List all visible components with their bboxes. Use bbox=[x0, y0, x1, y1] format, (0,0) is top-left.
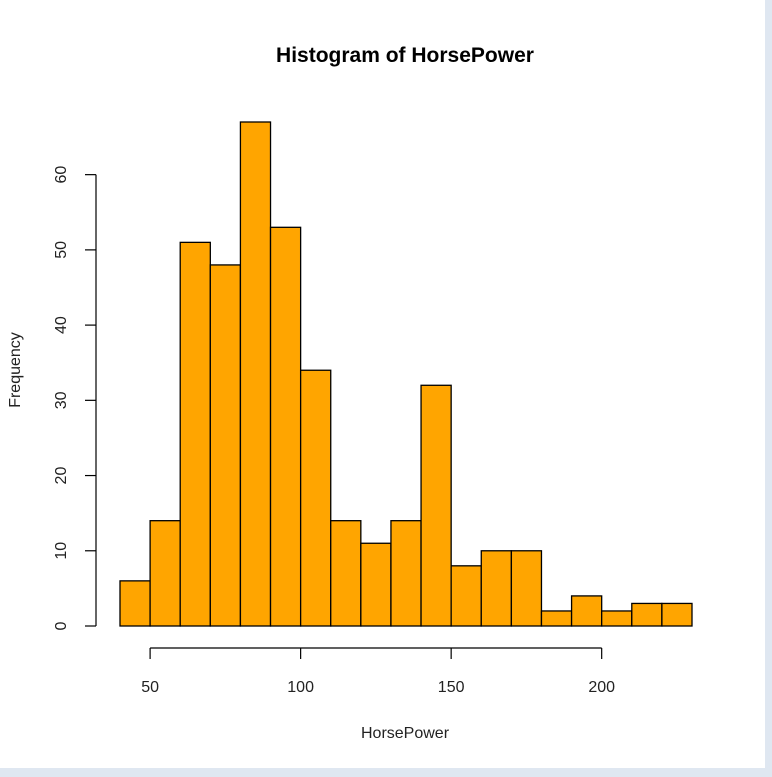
x-axis: 50 100 150 200 bbox=[141, 647, 615, 696]
y-tick-label: 0 bbox=[53, 621, 70, 630]
histogram-bar bbox=[540, 610, 573, 627]
x-tick-label: 100 bbox=[287, 679, 314, 696]
x-axis-label: HorsePower bbox=[361, 725, 450, 742]
plot-panel: Histogram of HorsePower 50 100 150 200 0 10 2… bbox=[0, 0, 765, 768]
y-tick-label: 30 bbox=[53, 391, 70, 409]
histogram-bar bbox=[269, 226, 302, 627]
histogram-bar bbox=[480, 550, 513, 627]
histogram-bar bbox=[450, 565, 482, 627]
histogram-bar bbox=[209, 264, 242, 627]
histogram-bar bbox=[510, 550, 543, 627]
x-tick-label: 50 bbox=[141, 679, 159, 696]
x-tick-label: 200 bbox=[588, 679, 615, 696]
y-axis: 0 10 20 30 40 50 60 bbox=[53, 166, 97, 630]
y-tick-label: 60 bbox=[53, 166, 70, 184]
histogram-bar bbox=[330, 520, 362, 627]
histogram-bar bbox=[661, 602, 693, 627]
histogram-bar bbox=[119, 580, 151, 627]
histogram-bar bbox=[631, 602, 663, 627]
histogram-bar bbox=[570, 595, 603, 627]
histogram-bar bbox=[239, 121, 272, 627]
y-tick-label: 40 bbox=[53, 316, 70, 334]
y-axis-label: Frequency bbox=[7, 332, 24, 408]
histogram-bar bbox=[390, 520, 422, 627]
histogram-bar bbox=[299, 369, 332, 627]
x-tick-label: 150 bbox=[438, 679, 465, 696]
histogram-chart: Histogram of HorsePower 50 100 150 200 0 10 2… bbox=[7, 44, 693, 742]
histogram-bar bbox=[420, 384, 452, 627]
chart-title: Histogram of HorsePower bbox=[276, 44, 534, 67]
y-tick-label: 20 bbox=[53, 467, 70, 485]
histogram-bar bbox=[149, 520, 181, 627]
histogram-bar bbox=[360, 542, 392, 627]
y-tick-label: 10 bbox=[53, 542, 70, 560]
histogram-bar bbox=[179, 241, 211, 627]
histogram-bar bbox=[601, 610, 633, 627]
bars-group bbox=[119, 121, 693, 627]
y-tick-label: 50 bbox=[53, 241, 70, 259]
